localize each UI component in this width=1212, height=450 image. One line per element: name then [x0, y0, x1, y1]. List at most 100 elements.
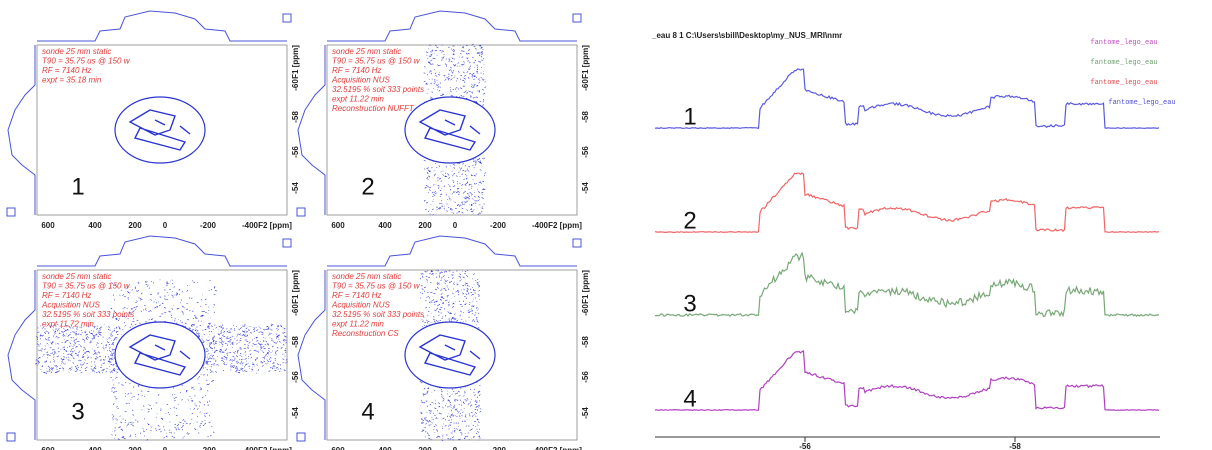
left-projection	[7, 270, 36, 440]
phantom-detail	[128, 334, 191, 376]
x-tick-label: -200	[200, 221, 217, 230]
annotation: expt = 35.18 min	[42, 76, 102, 85]
annotation: Acquisition NUS	[331, 301, 390, 310]
annotation: T90 = 35.75 us @ 150 w	[332, 282, 421, 291]
legend-entry: fantome_lego_eau	[1090, 59, 1157, 67]
x-tick-label: 200	[418, 446, 432, 450]
annotation: Acquisition NUS	[41, 301, 100, 310]
annotation: 32.5195 % soit 333 points	[42, 310, 134, 319]
x-tick-label: 600	[331, 446, 345, 450]
left-projection	[297, 270, 326, 440]
annotation: sonde 25 mm static	[42, 47, 111, 56]
annotation: expt 11.22 min	[332, 95, 384, 104]
phantom-detail	[418, 109, 481, 151]
header: _eau 8 1 C:\Users\sbill\Desktop\my_NUS_M…	[651, 31, 842, 40]
annotation: RF = 7140 Hz	[42, 66, 91, 75]
y-tick-label: -58	[581, 336, 590, 348]
x-tick-label: 0	[453, 446, 458, 450]
spectrum-trace	[654, 68, 1160, 130]
top-projection	[327, 10, 577, 42]
top-projection	[37, 10, 287, 42]
legend-entry: fantome_lego_eau	[1108, 99, 1175, 107]
annotation: 32.5195 % soit 333 points	[332, 85, 424, 94]
annotation: expt 11.22 min	[332, 320, 384, 329]
annotation: T90 = 35.75 us @ 150 w	[42, 282, 131, 291]
phantom-ellipse	[114, 96, 206, 164]
annotation: RF = 7140 Hz	[332, 291, 381, 300]
x-axis-label: F2 [ppm]	[258, 446, 292, 450]
y-tick-label: -56	[581, 371, 590, 383]
x-tick-label: 600	[331, 221, 345, 230]
y-tick-label: -60	[291, 79, 300, 91]
x-tick-label: -400	[532, 446, 549, 450]
y-tick-label: -54	[581, 407, 590, 419]
x-axis-label: F2 [ppm]	[548, 446, 582, 450]
panel-number: 2	[361, 173, 374, 200]
x-tick-label: 0	[163, 446, 168, 450]
spectrum-trace	[654, 350, 1160, 412]
annotation: T90 = 35.75 us @ 150 w	[332, 57, 421, 66]
x-axis-label: F2 [ppm]	[258, 221, 292, 230]
x-tick-label: -200	[490, 221, 507, 230]
annotation: Reconstruction CS	[332, 329, 399, 338]
y-tick-label: -54	[291, 407, 300, 419]
y-axis-label: F1 [ppm]	[291, 45, 300, 79]
x-tick-label: 400	[378, 446, 392, 450]
corner-box	[296, 432, 306, 442]
y-tick-label: -56	[291, 146, 300, 158]
phantom-ellipse	[404, 96, 496, 164]
y-tick-label: -60	[291, 304, 300, 316]
x-tick-label: -58	[1009, 442, 1021, 450]
x-tick-label: 600	[41, 221, 55, 230]
annotation: Acquisition NUS	[331, 76, 390, 85]
x-tick-label: 400	[88, 446, 102, 450]
x-tick-label: -400	[532, 221, 549, 230]
x-tick-label: 200	[128, 221, 142, 230]
top-projection	[37, 235, 287, 267]
phantom-detail	[128, 109, 191, 151]
annotation: T90 = 35.75 us @ 150 w	[42, 57, 131, 66]
x-tick-label: -56	[799, 442, 811, 450]
left-projection	[297, 45, 326, 215]
y-axis-label: F1 [ppm]	[291, 270, 300, 304]
x-tick-label: 200	[128, 446, 142, 450]
y-tick-label: -58	[291, 111, 300, 123]
y-tick-label: -56	[291, 371, 300, 383]
x-tick-label: -200	[490, 446, 507, 450]
spectrum-trace	[654, 172, 1160, 234]
y-tick-label: -56	[581, 146, 590, 158]
x-tick-label: 400	[378, 221, 392, 230]
corner-box	[282, 13, 292, 23]
x-tick-label: 0	[163, 221, 168, 230]
x-tick-label: -400	[242, 221, 259, 230]
x-tick-label: 0	[453, 221, 458, 230]
corner-box	[572, 238, 582, 248]
panel-number: 4	[361, 398, 374, 425]
y-axis-label: F1 [ppm]	[581, 270, 590, 304]
trace-number: 3	[683, 290, 696, 317]
annotation: Reconstruction NUFFT	[332, 104, 415, 113]
annotation: sonde 25 mm static	[332, 47, 401, 56]
corner-box	[6, 432, 16, 442]
panel-number: 1	[71, 173, 84, 200]
annotation: sonde 25 mm static	[332, 272, 401, 281]
x-tick-label: 600	[41, 446, 55, 450]
annotation: RF = 7140 Hz	[332, 66, 381, 75]
y-tick-label: -60	[581, 304, 590, 316]
y-tick-label: -54	[581, 182, 590, 194]
left-projection	[7, 45, 36, 215]
phantom-ellipse	[114, 321, 206, 389]
legend-entry: fantome_lego_eau	[1090, 39, 1157, 47]
corner-box	[296, 207, 306, 217]
y-tick-label: -54	[291, 182, 300, 194]
corner-box	[282, 238, 292, 248]
y-axis-label: F1 [ppm]	[581, 45, 590, 79]
annotation: RF = 7140 Hz	[42, 291, 91, 300]
x-tick-label: 200	[418, 221, 432, 230]
corner-box	[6, 207, 16, 217]
trace-number: 1	[683, 103, 696, 130]
y-tick-label: -58	[291, 336, 300, 348]
annotation: expt 11.72 min	[42, 320, 94, 329]
